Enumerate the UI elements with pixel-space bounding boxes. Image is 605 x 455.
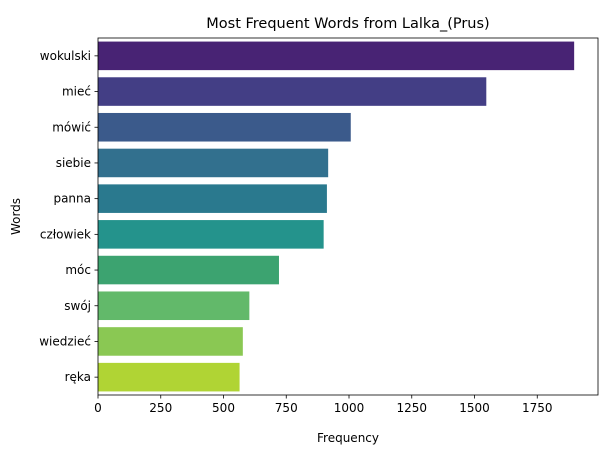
y-tick-label: mieć <box>62 85 91 99</box>
bar-9 <box>98 362 240 392</box>
x-tick-label: 0 <box>94 401 102 415</box>
y-tick-label: móc <box>65 263 91 277</box>
y-axis-label: Words <box>9 198 23 235</box>
bar-0 <box>98 41 575 71</box>
bar-2 <box>98 112 351 142</box>
plot-frame <box>97 37 599 396</box>
bar-6 <box>98 255 279 285</box>
x-tick-label: 1750 <box>522 401 553 415</box>
y-tick-label: panna <box>53 192 91 206</box>
y-tick-label: człowiek <box>40 227 91 241</box>
x-tick-label: 1500 <box>459 401 490 415</box>
bar-8 <box>98 327 243 356</box>
bar-3 <box>98 148 329 178</box>
y-tick-label: siebie <box>56 156 91 170</box>
y-axis-ticks: wokulski mieć mówić siebie panna człowiek móc s… <box>39 49 98 384</box>
y-tick-label: ręka <box>65 370 91 384</box>
x-axis-ticks: 0 250 500 750 1000 1250 1500 1750 <box>94 395 553 415</box>
x-axis-label: Frequency <box>317 431 379 445</box>
bars-group <box>98 41 575 392</box>
x-tick-label: 750 <box>275 401 298 415</box>
y-tick-label: wiedzieć <box>39 334 91 348</box>
y-tick-label: mówić <box>52 120 91 134</box>
x-tick-label: 500 <box>212 401 235 415</box>
y-tick-label: swój <box>64 299 91 313</box>
x-tick-label: 1250 <box>396 401 427 415</box>
bar-1 <box>98 77 487 106</box>
bar-7 <box>98 291 250 321</box>
x-tick-label: 250 <box>149 401 172 415</box>
chart-title: Most Frequent Words from Lalka_(Prus) <box>206 16 489 32</box>
x-tick-label: 1000 <box>334 401 365 415</box>
bar-4 <box>98 184 327 213</box>
bar-5 <box>98 220 324 249</box>
y-tick-label: wokulski <box>40 49 91 63</box>
